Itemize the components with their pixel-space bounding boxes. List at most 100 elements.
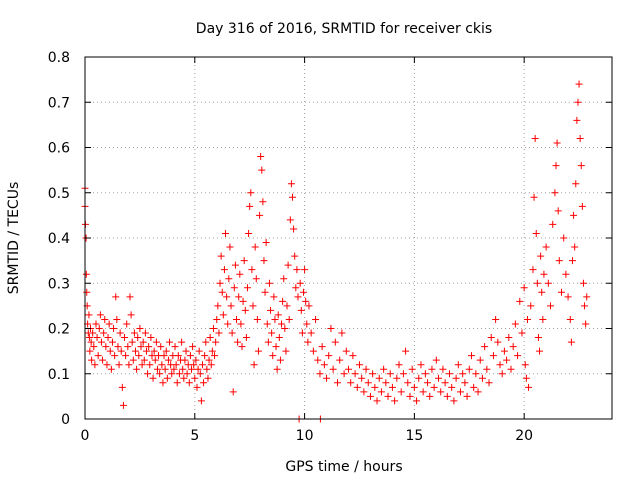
data-point — [173, 379, 181, 387]
data-point — [566, 315, 574, 323]
data-point — [250, 361, 258, 369]
data-point — [257, 153, 265, 161]
data-point — [236, 270, 244, 278]
data-point — [217, 252, 225, 260]
data-point — [494, 338, 502, 346]
data-point — [503, 356, 511, 364]
data-point — [530, 193, 538, 201]
data-point — [568, 257, 576, 265]
data-point — [583, 293, 591, 301]
data-point — [93, 334, 101, 342]
data-point — [294, 293, 302, 301]
data-point — [450, 397, 458, 405]
data-point — [95, 325, 103, 332]
data-point — [533, 279, 541, 287]
y-tick-label: 0.8 — [48, 50, 70, 66]
data-point — [536, 347, 544, 355]
data-point — [209, 325, 217, 332]
data-point — [224, 320, 232, 328]
data-point — [338, 329, 346, 337]
data-point — [399, 370, 407, 378]
data-point — [424, 379, 432, 387]
data-point — [220, 266, 228, 274]
data-point — [233, 315, 241, 323]
data-point — [152, 338, 160, 346]
data-point — [164, 356, 172, 364]
data-point — [470, 383, 478, 391]
data-point — [102, 343, 110, 351]
data-point — [251, 243, 259, 251]
data-point — [467, 352, 475, 360]
data-point — [314, 356, 322, 364]
data-point — [118, 383, 126, 391]
data-point — [234, 338, 242, 346]
data-point — [289, 193, 297, 201]
data-point — [166, 338, 174, 346]
data-point — [174, 352, 182, 360]
data-point — [553, 139, 561, 147]
data-point — [104, 334, 112, 342]
data-point — [542, 243, 550, 251]
data-point — [256, 211, 264, 219]
data-point — [284, 261, 292, 269]
y-tick-labels: 0 0.1 0.2 0.3 0.4 0.5 0.6 0.7 0.8 — [48, 50, 70, 428]
data-point — [159, 379, 167, 387]
data-point — [386, 370, 394, 378]
data-point — [262, 239, 270, 247]
data-point — [111, 352, 119, 360]
data-point — [91, 361, 99, 369]
data-point — [384, 392, 392, 400]
data-point — [567, 338, 575, 346]
data-point — [500, 347, 508, 355]
data-point — [402, 347, 410, 355]
data-point — [521, 361, 529, 369]
data-point — [130, 329, 138, 337]
data-point — [196, 370, 204, 378]
data-point — [170, 365, 178, 373]
data-point — [88, 356, 96, 364]
data-point — [547, 302, 555, 310]
data-point — [145, 343, 153, 351]
data-point — [552, 162, 560, 170]
data-point — [175, 370, 183, 378]
data-point — [211, 352, 219, 360]
data-point — [163, 374, 171, 382]
data-point — [180, 374, 188, 382]
y-tick-label: 0 — [61, 412, 70, 428]
data-point — [312, 315, 320, 323]
data-point — [85, 334, 93, 342]
data-point — [514, 352, 522, 360]
data-point — [247, 189, 255, 197]
data-point — [304, 338, 312, 346]
data-point — [128, 338, 136, 346]
data-point — [259, 198, 267, 206]
data-point — [252, 275, 260, 283]
data-point — [564, 293, 572, 301]
data-point — [355, 361, 363, 369]
data-point — [110, 325, 118, 332]
data-point — [146, 361, 154, 369]
data-point — [90, 343, 98, 351]
data-point — [200, 379, 208, 387]
data-point — [489, 352, 497, 360]
y-tick-label: 0.1 — [48, 367, 70, 383]
data-point — [443, 392, 451, 400]
data-point — [248, 266, 256, 274]
data-point — [305, 302, 313, 310]
data-point — [571, 243, 579, 251]
data-point — [426, 392, 434, 400]
y-tick-label: 0.6 — [48, 141, 70, 157]
data-point — [572, 180, 580, 188]
data-point — [270, 293, 278, 301]
data-point — [136, 325, 144, 332]
data-point — [265, 279, 273, 287]
data-point — [126, 293, 134, 301]
data-point — [283, 302, 291, 310]
data-point — [254, 347, 262, 355]
data-point — [487, 334, 495, 342]
data-point — [307, 329, 315, 337]
data-point — [149, 374, 157, 382]
data-point — [106, 347, 114, 355]
data-point — [364, 379, 372, 387]
data-point — [133, 365, 141, 373]
